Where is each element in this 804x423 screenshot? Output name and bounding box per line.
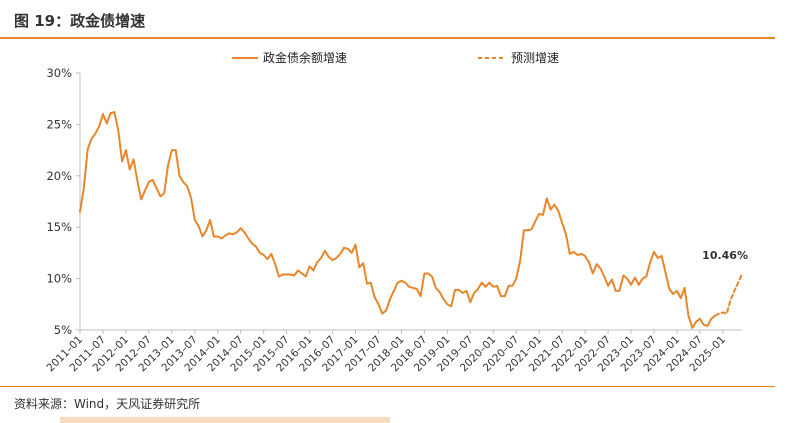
y-axis: 5% 10% 15% 20% 25% 30% — [46, 66, 81, 337]
legend-label: 政金债余额增速 — [263, 50, 347, 65]
chart-series — [79, 111, 743, 329]
chart-annotations: 10.46% — [702, 249, 748, 262]
title-divider — [0, 37, 775, 39]
y-tick-label: 15% — [46, 220, 72, 234]
y-tick-label: 25% — [46, 117, 72, 131]
forecast-growth-line — [714, 272, 743, 317]
y-tick-label: 30% — [46, 66, 72, 80]
legend-label: 预测增速 — [511, 51, 559, 65]
y-tick-label: 5% — [54, 323, 72, 337]
footer-divider — [0, 386, 775, 387]
source-note: 资料来源：Wind，天风证券研究所 — [14, 397, 201, 411]
forecast-value-label: 10.46% — [702, 249, 748, 262]
y-tick-label: 20% — [46, 169, 72, 183]
figure-title: 图 19：政金债增速 — [14, 12, 146, 30]
cropped-next-caption — [60, 417, 390, 423]
policy-bank-bond-growth-line — [79, 111, 717, 329]
x-axis: 2011–012011–072012–012012–072013–012013–… — [45, 329, 742, 374]
chart-legend: 政金债余额增速 预测增速 — [232, 50, 559, 65]
y-tick-label: 10% — [46, 272, 72, 286]
